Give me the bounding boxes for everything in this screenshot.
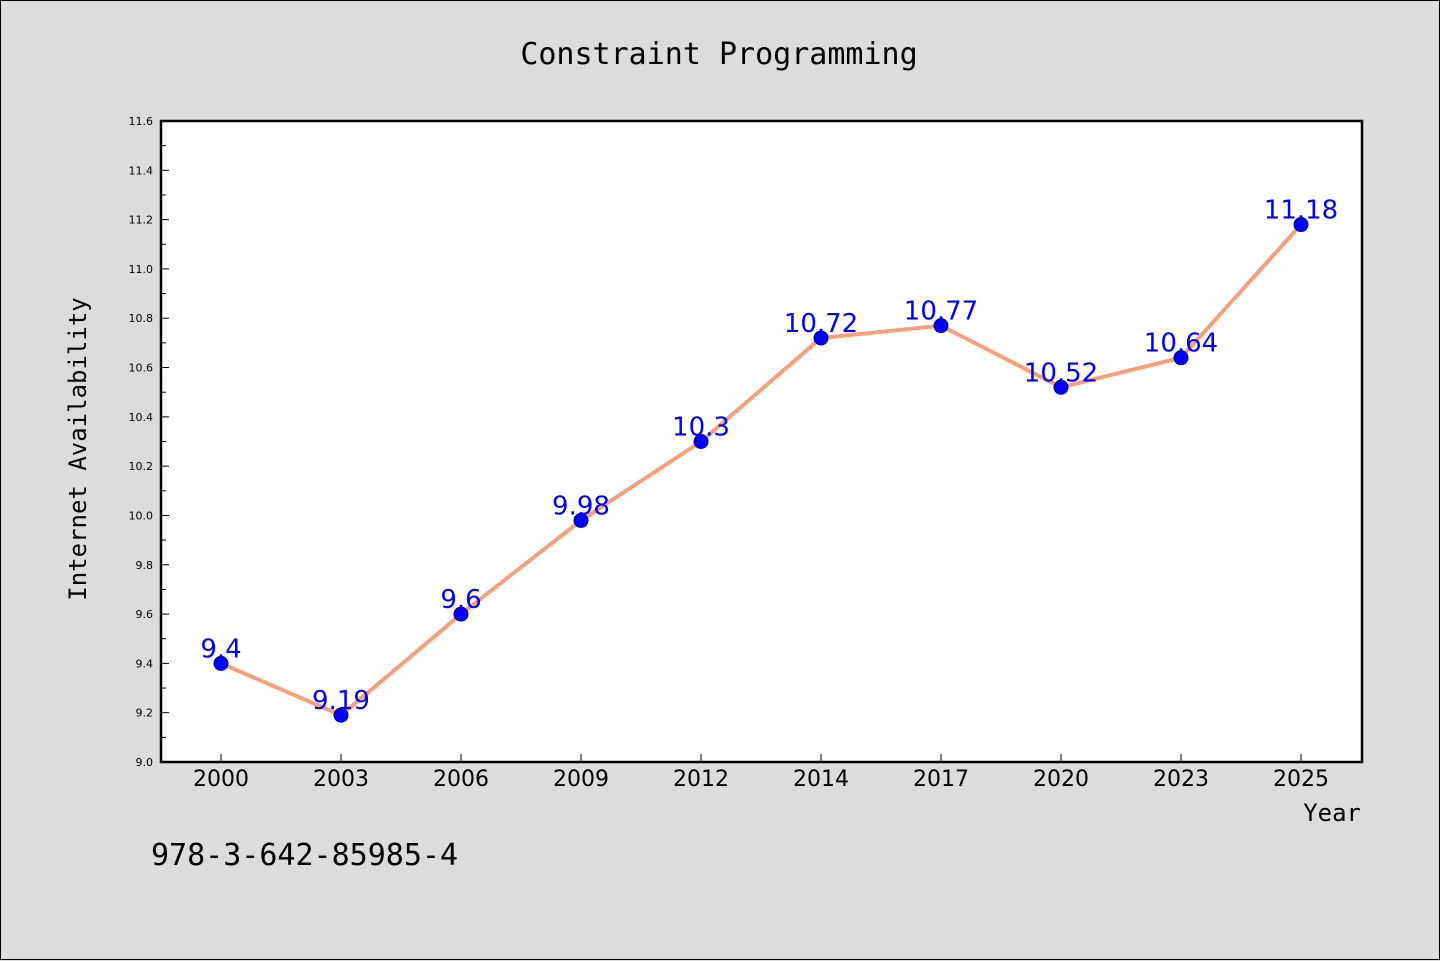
x-tick-label: 2023 bbox=[1153, 767, 1209, 792]
x-tick-label: 2025 bbox=[1273, 767, 1329, 792]
y-tick-label: 9.0 bbox=[136, 756, 154, 769]
data-point bbox=[573, 512, 589, 528]
data-label: 10.64 bbox=[1144, 329, 1218, 359]
isbn-text: 978-3-642-85985-4 bbox=[151, 838, 458, 873]
x-tick-label: 2020 bbox=[1033, 767, 1089, 792]
data-label: 9.19 bbox=[312, 686, 370, 716]
data-point bbox=[453, 606, 469, 622]
x-axis: 2000 2003 2006 2009 2012 2014 2017 2020 2023 2025 bbox=[193, 754, 1329, 792]
data-point bbox=[213, 655, 229, 671]
x-tick-label: 2009 bbox=[553, 767, 609, 792]
data-point bbox=[1053, 379, 1069, 395]
data-point bbox=[933, 318, 949, 334]
data-label: 10.72 bbox=[784, 309, 858, 339]
data-point bbox=[333, 707, 349, 723]
data-label: 9.6 bbox=[440, 585, 481, 615]
x-tick-label: 2003 bbox=[313, 767, 369, 792]
y-tick-label: 11.4 bbox=[129, 164, 154, 177]
series-line bbox=[220, 223, 1303, 718]
y-axis: 9.0 9.2 9.4 9.6 9.8 10.0 10.2 10.4 10.6 10.8 11.0 1… bbox=[129, 115, 169, 769]
y-tick-label: 11.0 bbox=[129, 263, 154, 276]
data-label: 9.98 bbox=[552, 491, 610, 521]
x-tick-label: 2017 bbox=[913, 767, 969, 792]
y-tick-label: 9.6 bbox=[136, 608, 154, 621]
y-tick-label: 10.4 bbox=[129, 411, 154, 424]
x-tick-label: 2012 bbox=[673, 767, 729, 792]
y-tick-label: 10.8 bbox=[129, 312, 154, 325]
x-tick-label: 2014 bbox=[793, 767, 849, 792]
x-tick-label: 2000 bbox=[193, 767, 249, 792]
data-label: 9.4 bbox=[200, 634, 241, 664]
data-labels: 9.4 9.19 9.6 9.98 10.3 10.72 10.77 10.52 10.64 11… bbox=[200, 196, 1338, 717]
y-tick-label: 10.2 bbox=[129, 460, 154, 473]
data-point bbox=[693, 434, 709, 449]
y-tick-label: 10.6 bbox=[129, 362, 154, 375]
y-tick-label: 10.0 bbox=[129, 509, 154, 522]
y-tick-label: 9.4 bbox=[136, 657, 154, 670]
y-tick-label: 9.8 bbox=[136, 559, 154, 572]
plot-area bbox=[159, 119, 1364, 764]
data-point bbox=[1173, 350, 1189, 366]
data-point bbox=[813, 330, 829, 346]
data-label: 11.18 bbox=[1264, 196, 1338, 226]
data-points bbox=[213, 217, 1309, 723]
y-tick-label: 11.2 bbox=[129, 214, 154, 227]
y-axis-label: Internet Availability bbox=[64, 297, 92, 600]
data-point bbox=[1293, 217, 1309, 233]
x-tick-label: 2006 bbox=[433, 767, 489, 792]
chart-title: Constraint Programming bbox=[520, 37, 917, 72]
y-tick-label: 11.6 bbox=[129, 115, 154, 128]
data-label: 10.52 bbox=[1024, 358, 1098, 388]
data-label: 10.3 bbox=[672, 413, 730, 443]
data-label: 10.77 bbox=[904, 297, 978, 327]
x-axis-label: Year bbox=[1303, 799, 1361, 827]
y-tick-label: 9.2 bbox=[136, 707, 154, 720]
